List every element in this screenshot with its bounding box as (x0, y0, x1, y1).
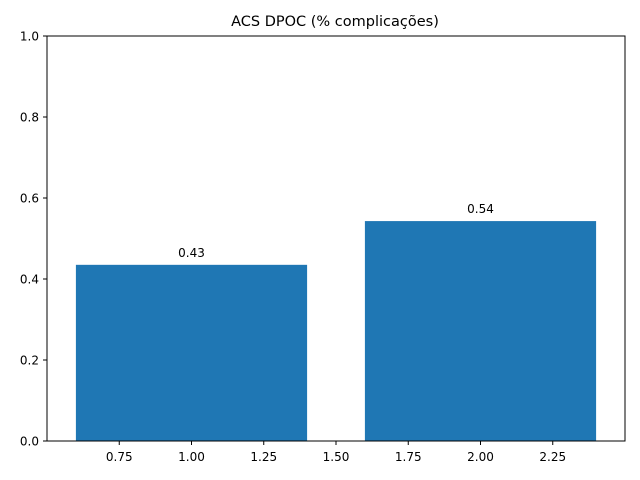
x-tick-label: 2.00 (467, 450, 494, 464)
y-tick-label: 0.2 (20, 354, 39, 368)
y-tick-label: 1.0 (20, 30, 39, 44)
x-tick-label: 2.25 (539, 450, 566, 464)
x-tick-label: 1.50 (323, 450, 350, 464)
data-label-1: 0.43 (178, 246, 205, 260)
y-tick-label: 0.6 (20, 192, 39, 206)
x-axis: 0.75 1.00 1.25 1.50 1.75 2.00 2.25 (106, 441, 566, 464)
x-tick-label: 1.25 (250, 450, 277, 464)
data-labels-group: 0.43 0.54 (178, 202, 494, 260)
y-tick-label: 0.4 (20, 273, 39, 287)
x-tick-label: 0.75 (106, 450, 133, 464)
x-tick-label: 1.00 (178, 450, 205, 464)
data-label-2: 0.54 (467, 202, 494, 216)
bar-2 (364, 221, 597, 441)
y-tick-label: 0.8 (20, 111, 39, 125)
x-tick-label: 1.75 (395, 450, 422, 464)
chart-title: ACS DPOC (% complicações) (231, 14, 439, 30)
y-tick-label: 0.0 (20, 435, 39, 449)
y-axis: 0.0 0.2 0.4 0.6 0.8 1.0 (20, 30, 47, 449)
bars-group (75, 221, 597, 441)
bar-1 (75, 264, 308, 441)
